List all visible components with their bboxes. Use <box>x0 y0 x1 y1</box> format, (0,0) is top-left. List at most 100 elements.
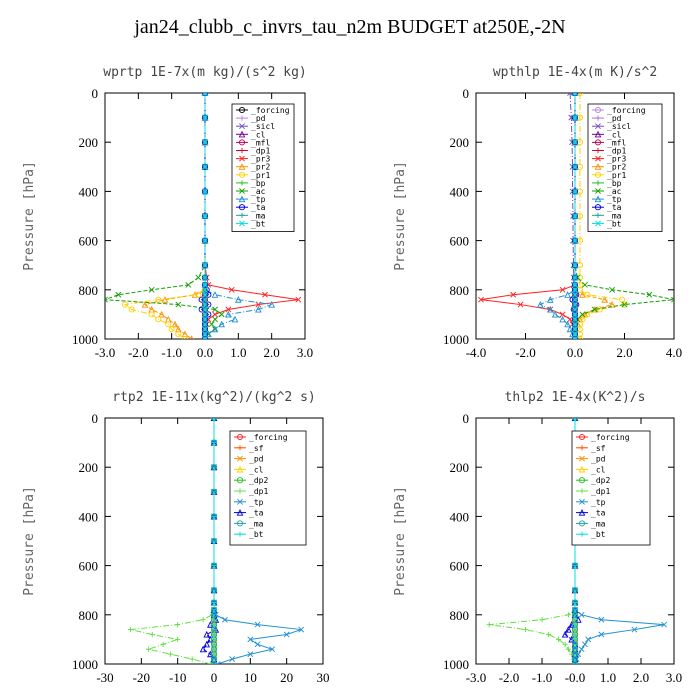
data-point <box>236 477 244 484</box>
series-group <box>105 93 302 339</box>
data-point <box>229 656 236 662</box>
y-tick-label: 800 <box>79 608 99 623</box>
data-point <box>160 641 166 647</box>
y-axis-label: Pressure [hPa] <box>393 486 408 596</box>
data-point <box>579 316 586 323</box>
data-point <box>572 321 578 328</box>
data-point <box>115 291 122 298</box>
data-point <box>181 335 189 339</box>
data-point <box>202 336 208 339</box>
data-point <box>202 262 208 269</box>
data-point <box>161 296 169 303</box>
series-group <box>478 93 674 339</box>
data-point <box>225 306 232 313</box>
y-tick-label: 0 <box>463 86 470 101</box>
data-point <box>211 291 219 298</box>
legend: _forcing_pd_sicl_cl_mfl_dp1_pr3_pr2_pr1_… <box>587 103 663 232</box>
y-tick-label: 800 <box>79 283 99 298</box>
data-point <box>121 301 129 308</box>
data-point <box>202 321 208 328</box>
data-point <box>211 646 217 652</box>
data-point <box>155 296 162 303</box>
data-point <box>238 106 246 114</box>
data-point <box>595 220 601 227</box>
data-point <box>578 611 585 618</box>
data-point <box>594 130 602 138</box>
y-tick-label: 600 <box>79 234 99 249</box>
chart-title: wprtp 1E-7x(m kg)/(s^2 kg) <box>103 65 307 80</box>
legend-label: _bt <box>607 219 622 228</box>
legend-label: _cl <box>607 130 622 139</box>
data-point <box>595 180 601 186</box>
data-point <box>572 607 578 613</box>
data-point <box>671 296 674 303</box>
x-tick-label: -0.0 <box>565 670 586 685</box>
data-point <box>584 291 591 298</box>
data-point <box>211 631 217 638</box>
data-point <box>578 433 586 441</box>
chart-panel-1: wprtp 1E-7x(m kg)/(s^2 kg) Pressure [hPa]… <box>22 65 313 360</box>
data-point <box>211 617 217 623</box>
y-tick-label: 0 <box>463 411 470 426</box>
data-point <box>486 622 492 628</box>
data-point <box>158 310 165 318</box>
data-point <box>572 311 578 318</box>
data-point <box>211 325 219 333</box>
data-point <box>202 326 208 333</box>
y-tick-label: 600 <box>450 559 470 574</box>
data-point <box>559 286 566 293</box>
y-axis-label: Pressure [hPa] <box>22 161 37 271</box>
legend-box <box>229 430 307 546</box>
data-point <box>211 661 217 664</box>
data-point <box>572 163 578 170</box>
legend-label: _cl <box>591 465 606 474</box>
data-point <box>231 315 239 323</box>
x-tick-label: -20 <box>133 670 150 685</box>
data-point <box>212 306 218 313</box>
data-point <box>238 171 246 178</box>
data-point <box>202 316 208 323</box>
data-point <box>561 630 569 638</box>
x-tick-label: -1.0 <box>161 345 182 360</box>
legend-label: _pd <box>591 455 606 464</box>
data-point <box>572 93 578 96</box>
data-point <box>239 188 245 194</box>
data-point <box>207 661 213 664</box>
data-point <box>208 321 215 328</box>
data-point <box>595 147 601 154</box>
series-line <box>569 93 576 339</box>
data-point <box>195 274 202 281</box>
data-point <box>202 114 208 121</box>
legend-label: _bt <box>591 530 606 539</box>
y-tick-label: 400 <box>450 509 470 524</box>
data-point <box>601 296 609 303</box>
x-tick-label: 2.0 <box>264 345 280 360</box>
legend-label: _bp <box>251 179 266 188</box>
data-point <box>572 237 578 244</box>
y-tick-label: 1000 <box>443 332 469 347</box>
x-tick-label: -10 <box>169 670 186 685</box>
data-point <box>584 311 591 318</box>
data-point <box>149 631 155 638</box>
data-point <box>238 195 246 203</box>
data-point <box>195 291 202 298</box>
data-point <box>211 607 217 613</box>
data-point <box>555 636 562 642</box>
data-point <box>218 320 225 328</box>
data-point <box>298 626 305 633</box>
data-point <box>236 433 244 441</box>
legend-label: _dp2 <box>249 476 268 485</box>
data-point <box>295 296 302 303</box>
legend-label: _ta <box>591 509 606 518</box>
data-point <box>578 477 586 484</box>
x-tick-label: 2.0 <box>633 670 649 685</box>
data-point <box>572 336 578 339</box>
legend-label: _sf <box>591 444 606 453</box>
y-tick-label: 200 <box>79 460 99 475</box>
data-point <box>579 455 585 462</box>
data-point <box>211 563 217 569</box>
data-point <box>595 115 601 121</box>
data-point <box>578 646 585 653</box>
data-point <box>239 115 245 121</box>
data-point <box>572 114 578 121</box>
